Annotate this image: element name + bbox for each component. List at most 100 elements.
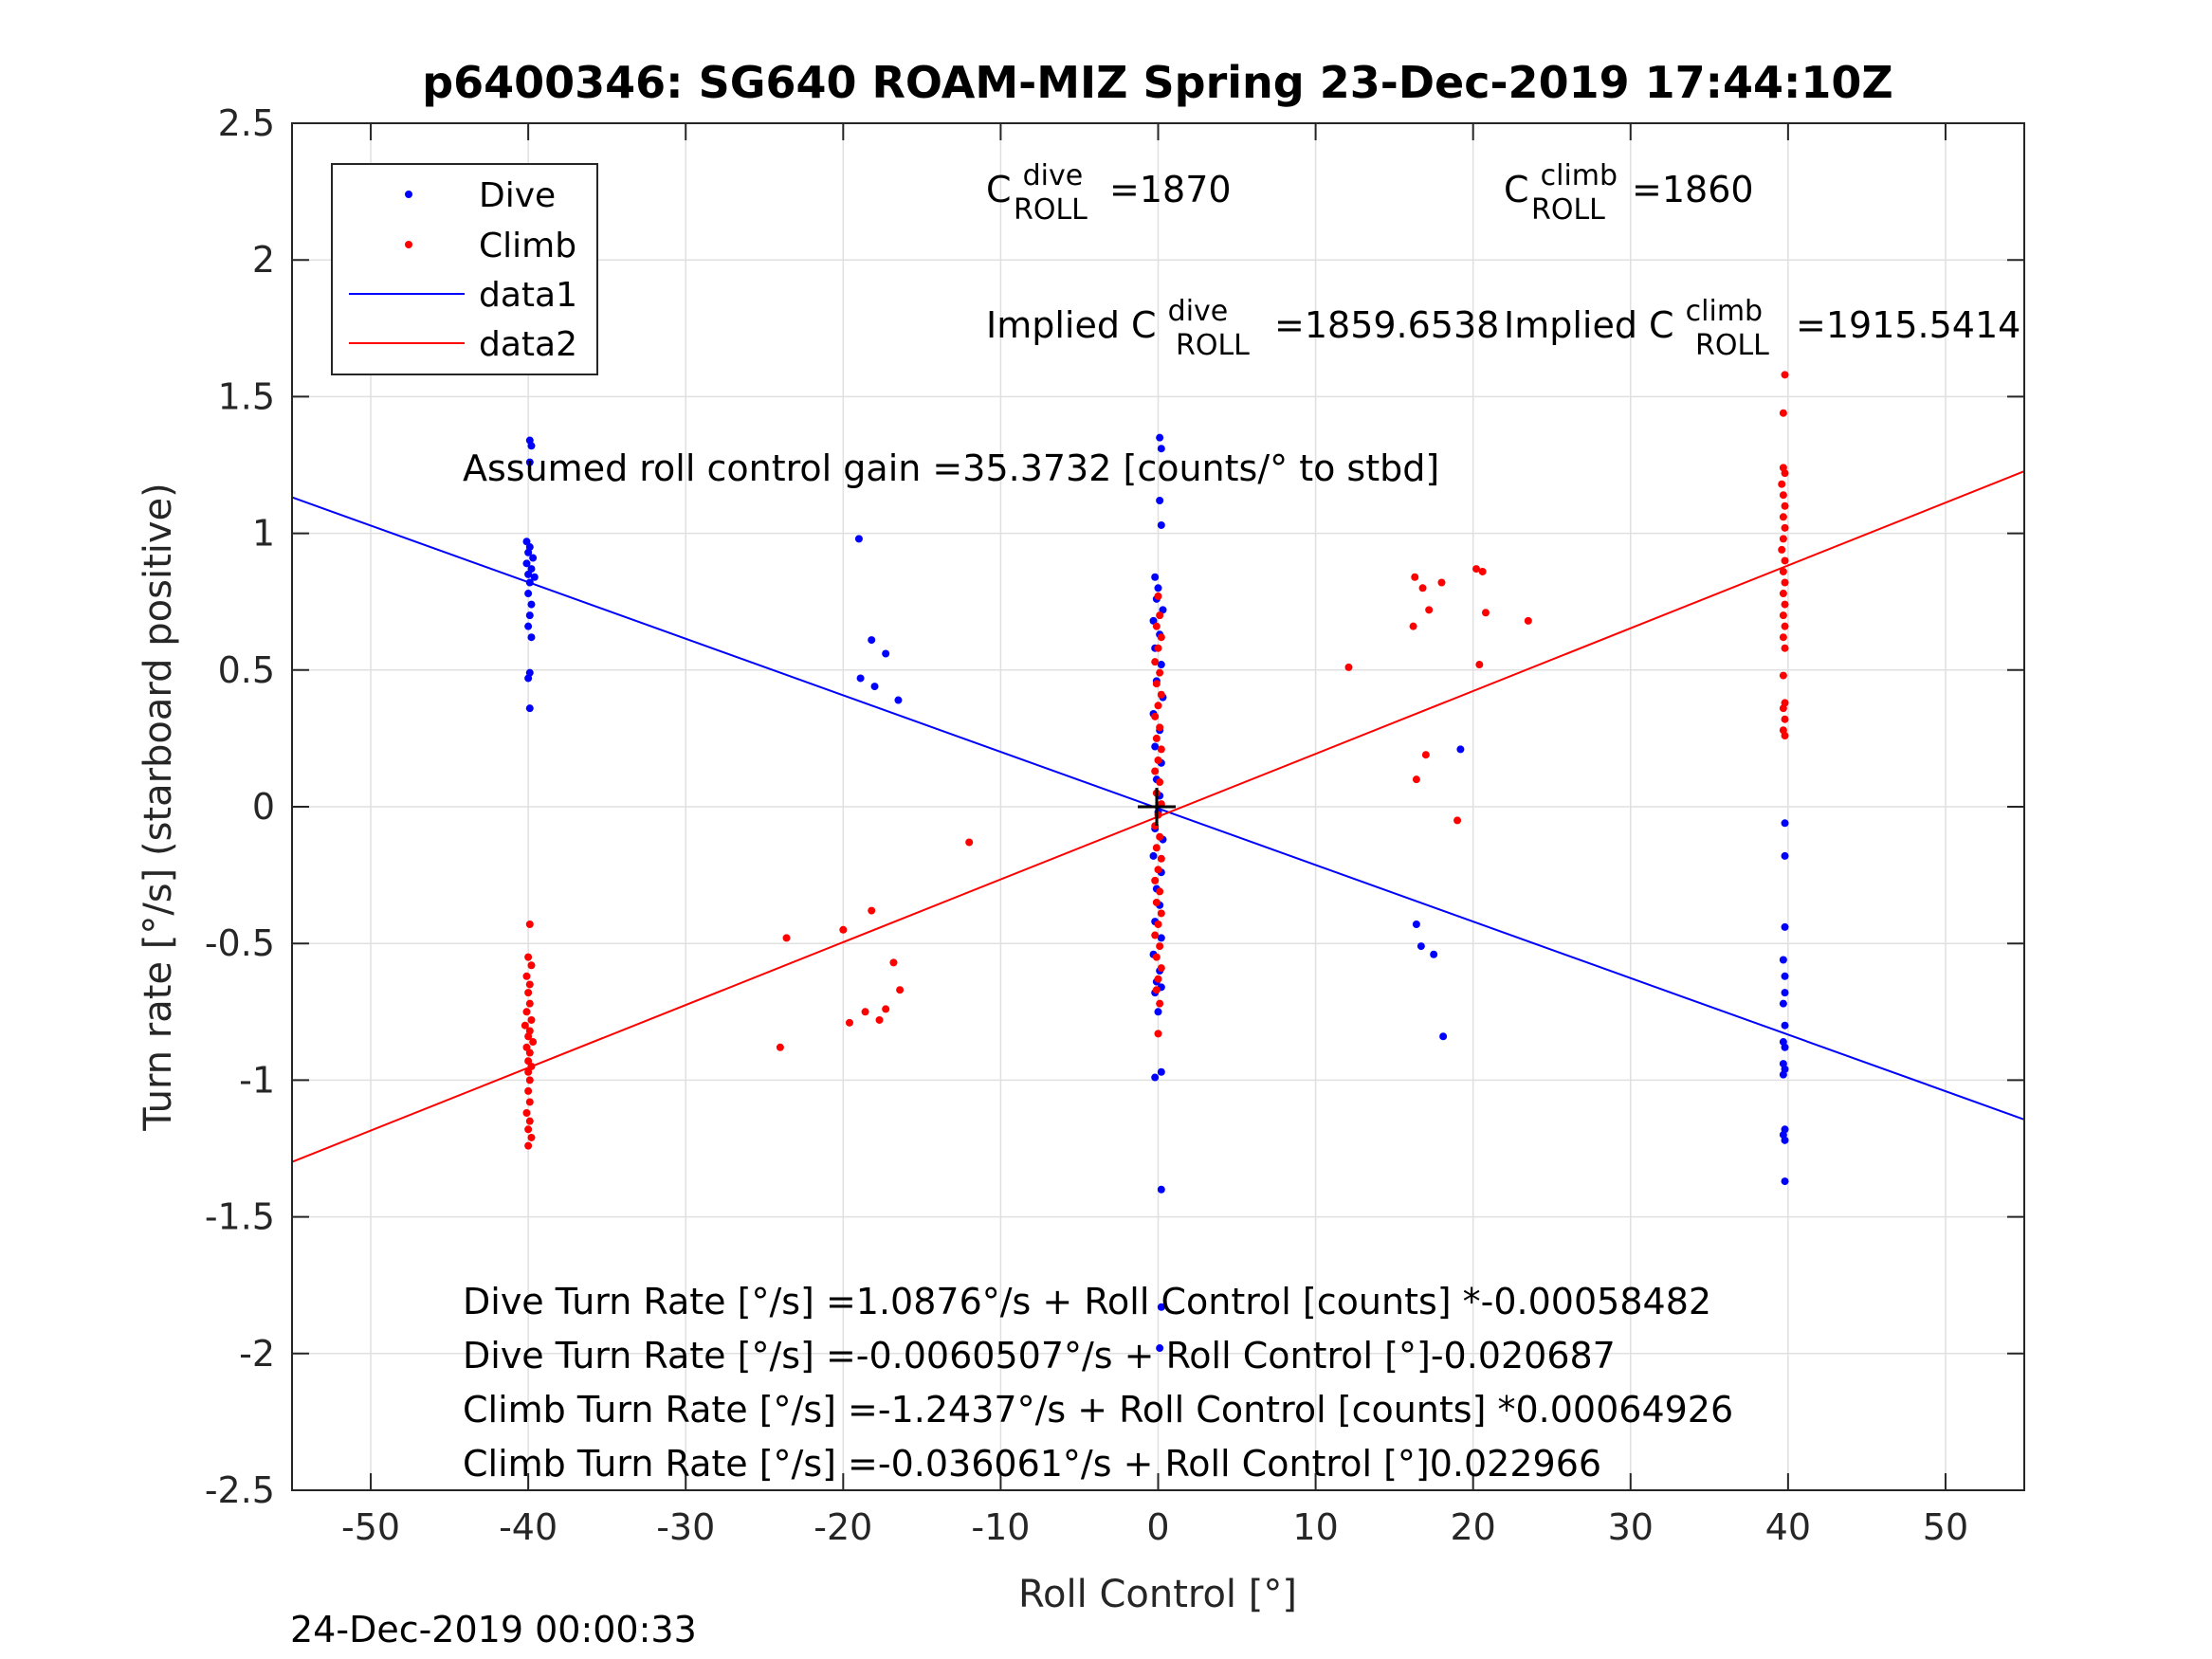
climb-point [1151,767,1160,775]
climb-point [1779,513,1787,521]
climb-point [1412,775,1420,784]
climb-point [1154,702,1162,710]
c-roll-dive-value: =1870 [1109,169,1232,210]
climb-point [524,1141,533,1150]
climb-point [1156,668,1164,677]
equation-line: Dive Turn Rate [°/s] =1.0876°/s + Roll C… [463,1281,1711,1322]
climb-point [1154,1030,1162,1038]
implied-climb-sub: ROLL [1695,329,1769,362]
x-tick-label: -40 [499,1506,558,1548]
y-tick-label: 2 [252,239,275,281]
climb-point [529,1038,538,1047]
dive-point [1412,921,1420,929]
climb-point [1151,712,1160,720]
x-tick-label: 0 [1146,1506,1169,1548]
climb-point [1779,567,1787,575]
dive-point [894,696,903,704]
legend-label-dive: Dive [479,176,556,215]
climb-point [527,1015,536,1024]
climb-point [965,838,974,847]
legend-swatch-climb [405,241,412,248]
climb-point [1418,584,1427,592]
climb-point [776,1043,784,1051]
climb-point [1781,715,1789,723]
climb-point [1151,658,1160,666]
climb-point [1157,690,1165,699]
climb-point [1152,622,1161,630]
y-tick-label: -2 [239,1333,275,1375]
dive-point [1781,851,1789,860]
climb-point [1411,573,1419,581]
dive-point [1156,496,1164,504]
dive-point [1781,989,1789,997]
climb-point [1156,778,1164,787]
climb-point [1437,578,1446,587]
climb-point [1778,545,1786,554]
climb-point [1157,854,1165,863]
climb-point [889,958,898,967]
legend-label-data2: data2 [479,325,577,364]
dive-point [1781,1021,1789,1030]
climb-point [1779,590,1787,598]
climb-point [1156,832,1164,841]
climb-point [1151,876,1160,884]
implied-dive-sup: dive [1168,295,1229,328]
dive-point [527,633,536,642]
legend-label-data1: data1 [479,276,577,315]
climb-point [525,921,534,929]
y-axis-label: Turn rate [°/s] (starboard positive) [137,483,180,1132]
dive-point [525,611,534,620]
dive-point [1157,1303,1165,1311]
climb-point [1478,567,1487,575]
dive-point [1157,661,1165,669]
dive-point [529,554,538,562]
y-tick-label: 1.5 [218,375,275,417]
dive-point [522,559,531,568]
dive-point [524,548,533,556]
climb-point [1781,501,1789,510]
climb-point [525,1076,534,1085]
dive-point [1430,950,1438,958]
dive-point [1781,1043,1789,1051]
climb-point [1453,816,1462,825]
dive-point [1151,1073,1160,1082]
x-tick-label: -10 [971,1506,1030,1548]
climb-point [1779,491,1787,500]
dive-point [1156,1344,1164,1353]
climb-point [1157,909,1165,918]
dive-point [1417,942,1425,951]
climb-point [1524,616,1532,625]
c-roll-dive-annotation: C dive ROLL =1870 [986,152,1232,228]
climb-point [524,1125,533,1134]
climb-point [1779,633,1787,642]
climb-point [527,1133,536,1141]
climb-point [527,961,536,970]
y-tick-label: 1 [252,513,275,555]
dive-point [530,573,539,581]
dive-point [1781,922,1789,931]
climb-point [1157,633,1165,642]
implied-climb-sup: climb [1686,295,1763,328]
y-tick-label: 2.5 [218,102,275,144]
climb-point [1779,611,1787,620]
climb-point [524,1032,533,1041]
y-tick-label: 0 [252,786,275,828]
dive-point [524,570,533,578]
x-tick-label: 50 [1923,1506,1968,1548]
legend-box [331,163,598,375]
climb-point [1781,732,1789,740]
climb-point [1781,622,1789,630]
tick-labels: -50 -40 -30 -20 -10 0 10 20 30 40 50-2.5-2-1.5-1-0… [205,102,1968,1548]
climb-point [1154,592,1162,600]
implied-climb-annotation: Implied C climb ROLL =1915.5414 [1504,287,2020,363]
c-roll-climb-value: =1860 [1632,169,1754,210]
climb-point [1779,671,1787,680]
climb-point [525,1098,534,1106]
climb-point [1156,942,1164,951]
chart-title: p6400346: SG640 ROAM-MIZ Spring 23-Dec-2… [422,57,1893,108]
climb-point [861,1008,869,1016]
climb-point [1154,756,1162,764]
climb-point [845,1018,853,1027]
climb-point [1409,622,1417,630]
dive-point [1154,584,1162,592]
